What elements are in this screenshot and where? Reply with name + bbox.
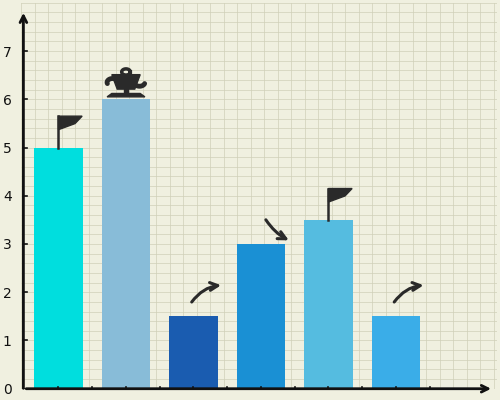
Polygon shape <box>58 116 82 130</box>
Bar <box>34 148 83 389</box>
Bar <box>372 316 420 389</box>
Bar <box>102 99 150 389</box>
Bar <box>236 244 286 389</box>
Bar <box>304 220 353 389</box>
Bar <box>169 316 218 389</box>
Polygon shape <box>124 89 128 94</box>
Polygon shape <box>328 188 352 202</box>
Polygon shape <box>107 94 145 97</box>
Polygon shape <box>112 75 140 89</box>
